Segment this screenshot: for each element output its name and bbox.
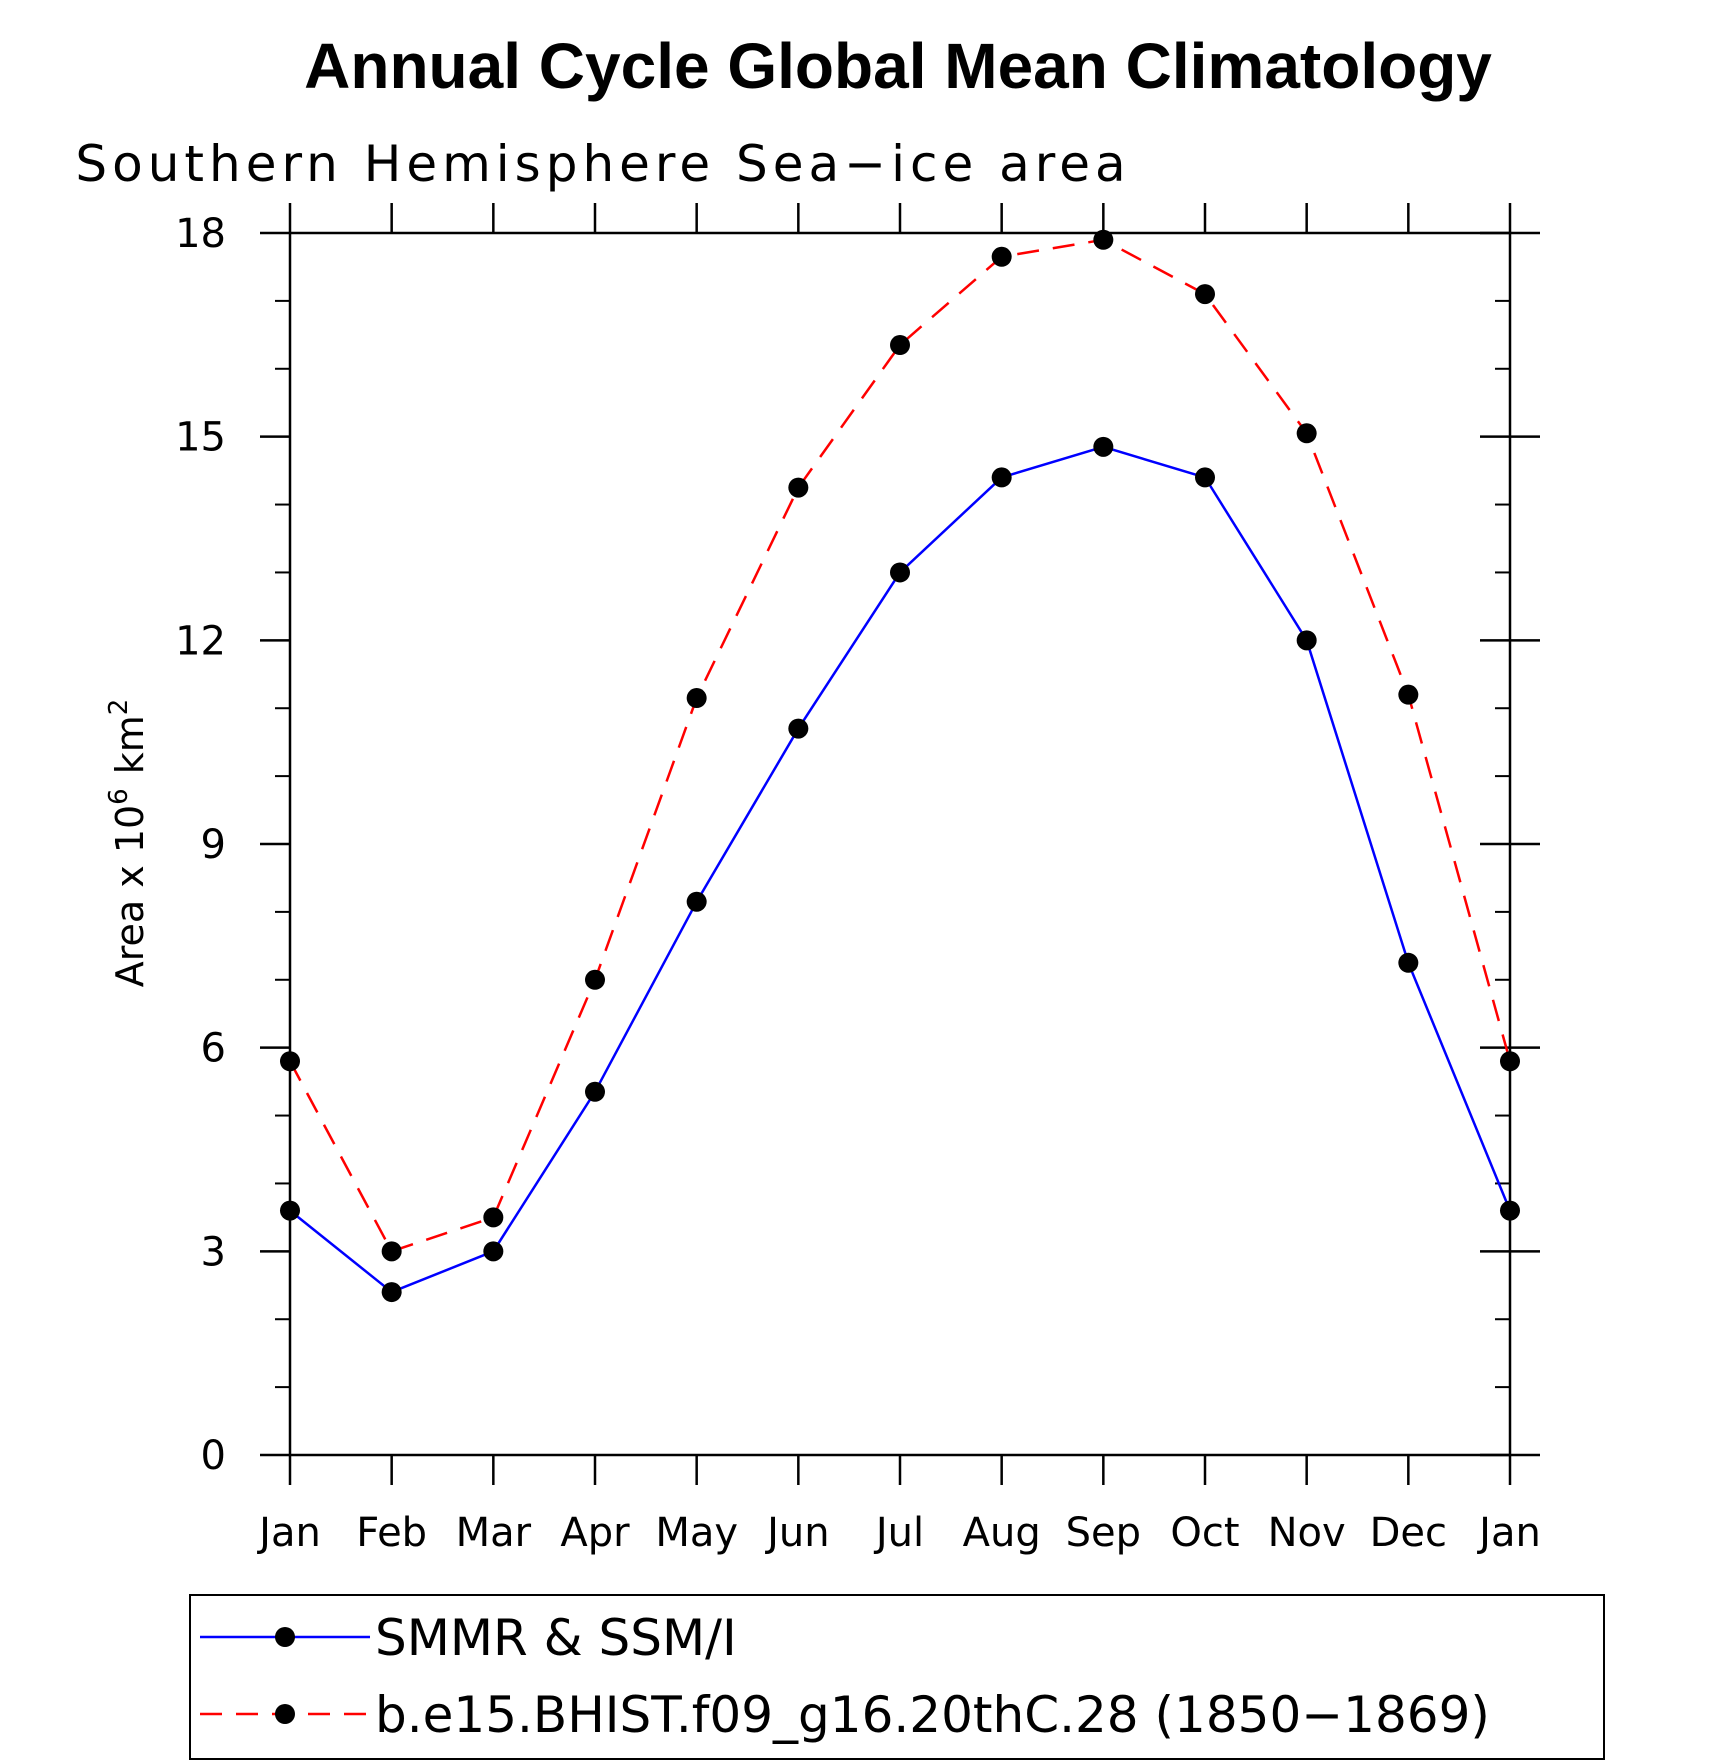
x-tick-label: Apr xyxy=(560,1510,630,1556)
series-1-point xyxy=(1195,467,1215,488)
plot-border xyxy=(288,231,1512,1457)
series-2-point xyxy=(483,1207,504,1228)
series-line-2 xyxy=(288,238,1512,1253)
y-tick-label: 0 xyxy=(201,1433,226,1479)
series-2-point xyxy=(1195,284,1215,305)
y-axis-label: Area x 106 km2 xyxy=(104,699,152,988)
series-2-point xyxy=(991,246,1012,267)
series-2-point xyxy=(1500,1051,1520,1072)
x-tick-label: Aug xyxy=(963,1510,1041,1556)
x-tick-label: Jul xyxy=(873,1510,924,1556)
series-1-point xyxy=(1296,630,1317,651)
series-2-point xyxy=(280,1051,300,1072)
series-1-point xyxy=(788,718,809,739)
series-2-point xyxy=(1093,229,1114,250)
y-axis-label-unit-exponent: 2 xyxy=(104,699,134,716)
x-tick-label: Jan xyxy=(256,1510,321,1556)
series-2-point xyxy=(686,688,707,709)
series-1-point xyxy=(585,1081,605,1102)
x-tick-label: Nov xyxy=(1268,1510,1346,1556)
series-2-point xyxy=(1398,684,1419,705)
series-1-point xyxy=(280,1200,300,1221)
x-tick-label: Sep xyxy=(1066,1510,1141,1556)
x-tick-label: Feb xyxy=(356,1510,427,1556)
y-tick-label: 3 xyxy=(201,1229,226,1275)
legend-box xyxy=(189,1594,1605,1760)
y-axis-label-base: Area x 10 xyxy=(108,805,152,987)
series-1-point xyxy=(686,891,707,912)
y-tick-label: 9 xyxy=(201,822,226,868)
legend-marker-1 xyxy=(275,1627,295,1647)
y-axis-ticks: 0 3 6 9 12 15 18 xyxy=(175,211,1540,1479)
x-axis-ticks: Jan Feb Mar Apr May Jun Jul Aug Sep Oct Nov Dec Jan xyxy=(256,203,1541,1556)
series-1-point xyxy=(991,467,1012,488)
series-2-point xyxy=(585,969,605,990)
y-axis-label-exponent: 6 xyxy=(104,788,134,805)
series-1-point xyxy=(1093,436,1114,457)
x-tick-label: Mar xyxy=(456,1510,532,1556)
legend-marker-2 xyxy=(275,1704,295,1724)
chart-title: Annual Cycle Global Mean Climatology xyxy=(304,30,1492,102)
x-tick-label: Jun xyxy=(764,1510,830,1556)
series-1-point xyxy=(483,1241,504,1262)
legend: SMMR & SSM/I b.e15.BHIST.f09_g16.20thC.28… xyxy=(189,1594,1605,1760)
plot-frame xyxy=(288,231,1512,1457)
y-tick-label: 15 xyxy=(175,415,226,461)
y-tick-label: 12 xyxy=(175,618,226,664)
y-tick-label: 6 xyxy=(201,1026,226,1072)
x-tick-label: Jan xyxy=(1476,1510,1541,1556)
legend-label-2: b.e15.BHIST.f09_g16.20thC.28 (1850−1869) xyxy=(375,1686,1490,1744)
series-2-point xyxy=(890,335,910,356)
series-2-point xyxy=(788,477,809,498)
series-1-point xyxy=(890,562,910,583)
series-1-point xyxy=(1500,1200,1520,1221)
series-2-point xyxy=(381,1241,402,1262)
series-1-point xyxy=(1398,952,1419,973)
series-layer xyxy=(280,229,1520,1303)
y-tick-label: 18 xyxy=(175,211,226,257)
legend-label-1: SMMR & SSM/I xyxy=(375,1609,737,1667)
y-axis-label-unit: km xyxy=(108,715,152,774)
x-tick-label: Dec xyxy=(1370,1510,1447,1556)
chart-subtitle: Southern Hemisphere Sea−ice area xyxy=(75,135,1130,193)
series-2-point xyxy=(1296,423,1317,444)
x-tick-label: Oct xyxy=(1170,1510,1239,1556)
series-1-point xyxy=(381,1282,402,1303)
x-tick-label: May xyxy=(655,1510,738,1556)
